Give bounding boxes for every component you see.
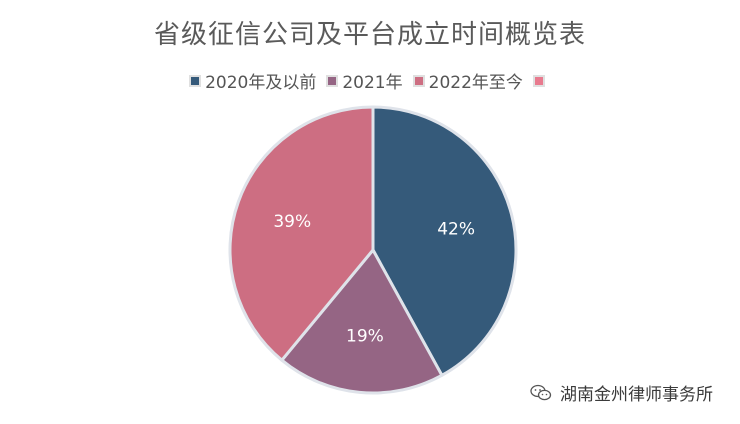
watermark-text: 湖南金州律师事务所 — [560, 385, 713, 405]
legend-item — [534, 76, 549, 85]
slice-label: 39% — [273, 212, 311, 232]
slice-label: 42% — [437, 220, 475, 240]
legend-label: 2020年及以前 — [205, 73, 317, 93]
legend-swatch — [534, 76, 543, 85]
legend-item: 2022年至今 — [414, 68, 523, 93]
legend-swatch — [328, 76, 337, 85]
pie-slice — [280, 248, 444, 395]
chart-title: 省级征信公司及平台成立时间概览表 — [153, 20, 586, 50]
legend: 2020年及以前 2021年 2022年至今 — [0, 68, 740, 93]
watermark: 湖南金州律师事务所 — [530, 380, 713, 405]
legend-swatch — [414, 76, 423, 85]
pie-slice — [371, 105, 518, 377]
legend-item: 2021年 — [328, 68, 403, 93]
pie-slice — [228, 105, 375, 362]
legend-label: 2021年 — [342, 73, 403, 93]
wechat-icon — [530, 384, 552, 400]
legend-swatch — [191, 76, 200, 85]
legend-item: 2020年及以前 — [191, 68, 316, 93]
slice-label: 19% — [346, 326, 384, 346]
legend-label: 2022年至今 — [428, 73, 523, 93]
